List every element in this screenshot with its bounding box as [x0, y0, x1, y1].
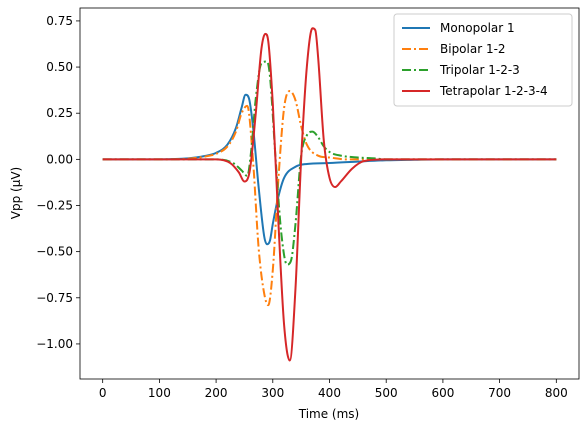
x-tick-label: 500 — [375, 386, 398, 400]
series-line-2 — [102, 90, 557, 307]
y-tick-label: −0.50 — [36, 245, 73, 259]
x-axis: 0 100 200 300 400 500 600 700 800 — [99, 379, 568, 400]
x-tick-label: 700 — [488, 386, 511, 400]
series-line-4 — [102, 27, 557, 362]
y-tick-label: −0.25 — [36, 198, 73, 212]
legend-label-3: Tripolar 1-2-3 — [439, 63, 520, 77]
legend-box — [393, 13, 573, 107]
legend-label-1: Monopolar 1 — [440, 21, 515, 35]
series-line-1 — [102, 93, 557, 246]
y-axis: 0.75 0.50 0.25 0.00 −0.25 −0.50 −0.75 −1.00 — [36, 14, 80, 351]
y-tick-label: 0.00 — [46, 152, 73, 166]
legend-label-2: Bipolar 1-2 — [440, 42, 506, 56]
y-axis-label: Vpp (μV) — [9, 167, 23, 219]
x-tick-label: 400 — [318, 386, 341, 400]
y-tick-label: 0.50 — [46, 60, 73, 74]
y-tick-label: −1.00 — [36, 337, 73, 351]
x-tick-label: 200 — [205, 386, 228, 400]
x-tick-label: 100 — [148, 386, 171, 400]
y-tick-label: 0.75 — [46, 14, 73, 28]
x-axis-label: Time (ms) — [298, 407, 360, 421]
y-tick-label: −0.75 — [36, 291, 73, 305]
x-tick-label: 0 — [99, 386, 107, 400]
x-tick-label: 600 — [431, 386, 454, 400]
series-layer — [102, 27, 557, 362]
x-tick-label: 800 — [545, 386, 568, 400]
x-tick-label: 300 — [261, 386, 284, 400]
legend: Monopolar 1 Bipolar 1-2 Tripolar 1-2-3 Tetr… — [393, 13, 573, 107]
legend-label-4: Tetrapolar 1-2-3-4 — [439, 84, 548, 98]
series-line-3 — [102, 60, 557, 266]
y-tick-label: 0.25 — [46, 106, 73, 120]
